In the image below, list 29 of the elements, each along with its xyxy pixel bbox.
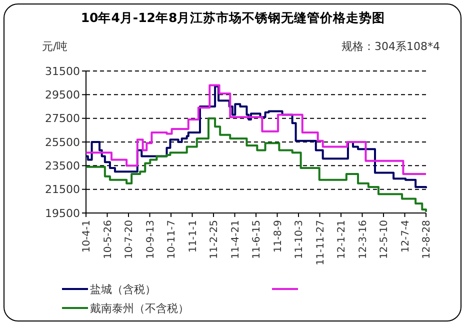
x-tick-label: 11-11-27 [315, 220, 326, 266]
y-tick-label: 31500 [45, 64, 80, 78]
x-tick-label: 12-1-21 [336, 220, 348, 260]
x-tick-label: 11-2-25 [209, 220, 220, 260]
text: 规格：304系108*4 [342, 40, 440, 53]
x-tick-label: 11-4-21 [230, 220, 242, 260]
x-tick-label: 11-1-1 [188, 220, 199, 253]
x-tick-label: 12-3-16 [358, 220, 369, 260]
x-tick-label: 12-7-4 [400, 220, 412, 253]
x-tick-label: 11-8-9 [272, 220, 284, 253]
y-axis-title: 元/吨 [42, 40, 68, 53]
x-tick-label: 12-5-10 [379, 220, 390, 260]
x-tick-label: 10-9-13 [145, 220, 156, 260]
x-tick-label: 10-4-1 [82, 220, 92, 253]
x-tick-label: 11-10-3 [294, 220, 305, 260]
chart-title: 10年4月-12年8月江苏市场不锈钢无缝管价格走势图 [80, 10, 386, 25]
y-tick-label: 25500 [45, 136, 80, 149]
legend-label: 盐城（含税） [90, 282, 156, 296]
y-tick-label: 29500 [45, 88, 80, 102]
legend-label: 戴南泰州（不含税） [90, 302, 189, 315]
y-tick-label: 19500 [45, 206, 80, 220]
x-tick-label: 10-5-26 [102, 220, 114, 260]
y-tick-label: 27500 [45, 112, 80, 126]
x-tick-label: 12-8-28 [422, 220, 432, 260]
y-tick-label: 23500 [45, 160, 80, 173]
x-tick-label: 11-6-15 [252, 220, 262, 260]
y-tick-label: 21500 [45, 183, 80, 196]
x-tick-label: 10-7-20 [124, 220, 135, 260]
x-tick-label: 10-11-7 [166, 220, 178, 260]
